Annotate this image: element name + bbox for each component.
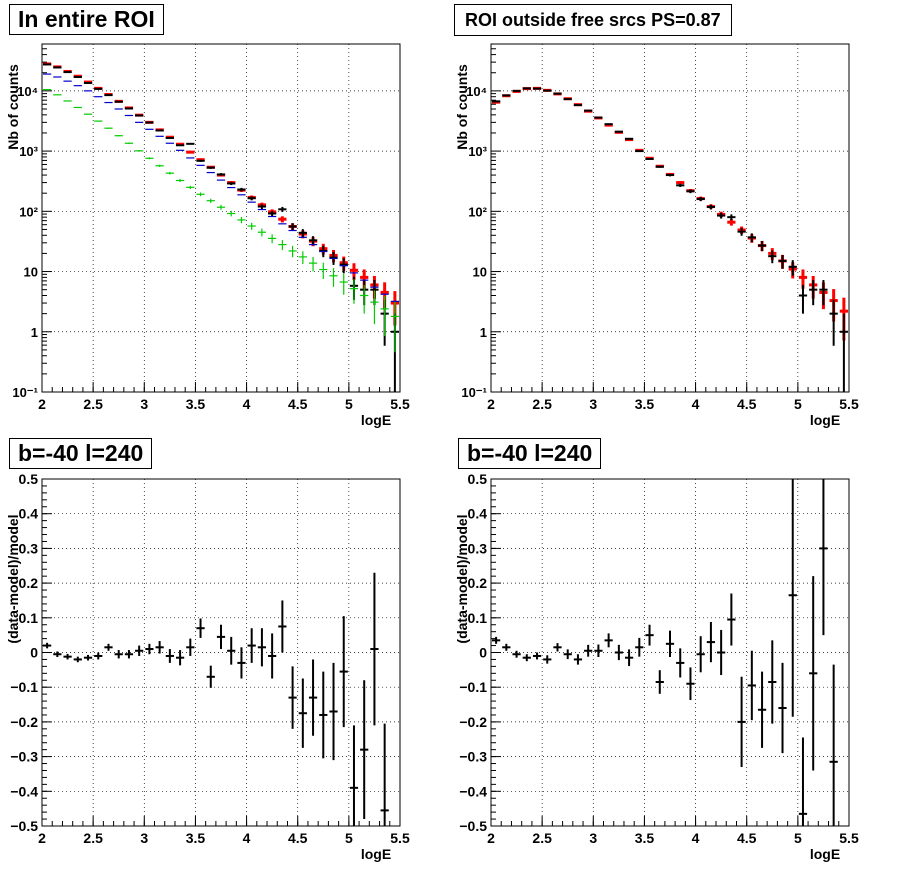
y-tick-label: 10³ (468, 144, 487, 159)
y-tick-label: 10³ (19, 144, 38, 159)
y-tick-label: 0.1 (468, 610, 488, 626)
x-tick-label: 2 (487, 830, 495, 846)
y-tick-label: 10² (19, 204, 38, 219)
panel-title-top-right: ROI outside free srcs PS=0.87 (454, 4, 732, 36)
y-tick-label: −0.2 (10, 714, 38, 730)
x-tick-label: 4.5 (737, 830, 757, 846)
y-tick-label: 10⁻¹ (461, 385, 487, 400)
x-tick-label: 5.5 (839, 396, 859, 412)
x-tick-label: 4 (692, 830, 700, 846)
x-tick-label: 5 (794, 830, 802, 846)
x-tick-label: 4 (243, 830, 251, 846)
y-tick-label: 0.2 (19, 575, 39, 591)
series-black_data (43, 63, 399, 392)
y-tick-label: 0 (30, 645, 38, 661)
y-tick-label: 1 (480, 325, 487, 340)
y-tick-label: 0.5 (468, 471, 488, 487)
y-tick-label: 1 (31, 325, 38, 340)
x-tick-label: 4.5 (737, 396, 757, 412)
x-tick-label: 3.5 (635, 830, 655, 846)
x-tick-label: 5 (345, 830, 353, 846)
x-axis-label: logE (810, 412, 840, 428)
y-tick-label: 0.1 (19, 610, 39, 626)
y-axis-label: (data-model)/model (5, 514, 21, 643)
y-tick-label: 0.3 (19, 540, 39, 556)
y-tick-label: 10⁴ (17, 84, 38, 99)
y-tick-label: 10 (24, 265, 38, 280)
x-tick-label: 5 (345, 396, 353, 412)
x-axis-label: logE (361, 412, 391, 428)
series-residuals (43, 572, 389, 826)
x-axis-label: logE (361, 846, 391, 862)
x-tick-label: 2.5 (83, 396, 103, 412)
plot-frame (490, 43, 850, 393)
x-tick-label: 3 (140, 396, 148, 412)
x-tick-label: 3 (140, 830, 148, 846)
x-tick-label: 5.5 (390, 830, 410, 846)
x-tick-label: 4 (243, 396, 251, 412)
x-tick-label: 3 (589, 396, 597, 412)
series-black_data (492, 87, 848, 392)
y-tick-label: 10 (473, 265, 487, 280)
y-tick-label: 10² (468, 204, 487, 219)
y-tick-label: −0.4 (459, 783, 487, 799)
plot-frame (41, 43, 401, 393)
chart-panel-0: 2 2.5 3 3.5 4 4.5 5 5.5 10⁻¹ 1 10 10² 10³ 10⁴ logE Nb o… (5, 43, 410, 428)
y-tick-label: 0.4 (468, 506, 488, 522)
x-tick-label: 2.5 (532, 396, 552, 412)
y-tick-label: −0.2 (459, 714, 487, 730)
x-tick-label: 2 (487, 396, 495, 412)
x-tick-label: 2 (38, 396, 46, 412)
y-axis-label: (data-model)/model (454, 514, 470, 643)
x-axis-label: logE (810, 846, 840, 862)
y-tick-label: 0.3 (468, 540, 488, 556)
series-residuals (492, 479, 838, 826)
x-tick-label: 4.5 (288, 830, 308, 846)
x-tick-label: 2 (38, 830, 46, 846)
y-tick-label: 10⁴ (466, 84, 487, 99)
y-tick-label: 0.5 (19, 471, 39, 487)
panel-title-bottom-left: b=-40 l=240 (9, 438, 153, 469)
x-tick-label: 4 (692, 396, 700, 412)
series-green_model (43, 88, 399, 353)
x-tick-label: 3.5 (186, 396, 206, 412)
x-tick-label: 2.5 (532, 830, 552, 846)
chart-panel-2: 2 2.5 3 3.5 4 4.5 5 5.5 −0.5 −0.4 −0.3 −0.2 −0.1 0 0.1… (5, 471, 410, 862)
chart-panel-3: 2 2.5 3 3.5 4 4.5 5 5.5 −0.5 −0.4 −0.3 −0.2 −0.1 0 0.1… (454, 471, 859, 862)
y-tick-label: −0.3 (10, 749, 38, 765)
y-tick-label: −0.1 (459, 679, 487, 695)
x-tick-label: 4.5 (288, 396, 308, 412)
plot-frame (41, 478, 401, 827)
panel-title-top-left: In entire ROI (9, 4, 164, 35)
chart-panel-1: 2 2.5 3 3.5 4 4.5 5 5.5 10⁻¹ 1 10 10² 10³ 10⁴ logE Nb o… (454, 43, 859, 428)
y-tick-label: −0.4 (10, 783, 38, 799)
y-tick-label: −0.1 (10, 679, 38, 695)
y-tick-label: 10⁻¹ (12, 385, 38, 400)
series-blue_model (43, 73, 399, 302)
y-tick-label: −0.5 (10, 818, 38, 834)
x-tick-label: 5 (794, 396, 802, 412)
y-tick-label: 0.2 (468, 575, 488, 591)
x-tick-label: 2.5 (83, 830, 103, 846)
panel-title-bottom-right: b=-40 l=240 (458, 438, 602, 469)
y-axis-label: Nb of counts (454, 64, 470, 150)
y-tick-label: −0.3 (459, 749, 487, 765)
x-tick-label: 3.5 (635, 396, 655, 412)
y-tick-label: 0 (479, 645, 487, 661)
x-tick-label: 5.5 (839, 830, 859, 846)
x-tick-label: 3 (589, 830, 597, 846)
x-tick-label: 3.5 (186, 830, 206, 846)
y-tick-label: 0.4 (19, 506, 39, 522)
y-tick-label: −0.5 (459, 818, 487, 834)
y-axis-label: Nb of counts (5, 64, 21, 150)
x-tick-label: 5.5 (390, 396, 410, 412)
